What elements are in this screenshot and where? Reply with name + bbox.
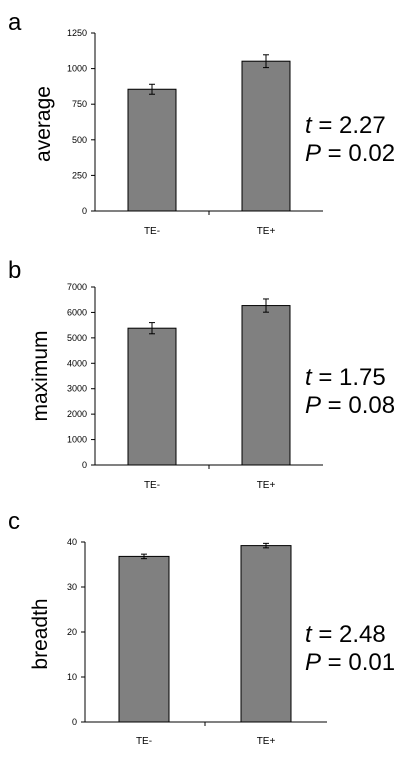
y-tick-label: 0 <box>72 717 77 727</box>
y-tick-label: 750 <box>72 99 87 109</box>
stat-t: t = 2.27 <box>305 112 386 139</box>
stat-t: t = 2.48 <box>305 621 386 648</box>
stat-t-value: = 2.48 <box>312 621 386 648</box>
category-label-te-plus: TE+ <box>257 480 276 491</box>
y-tick-label: 7000 <box>67 282 87 292</box>
bars <box>118 542 292 723</box>
y-tick-label: 6000 <box>67 307 87 317</box>
panel-c: c breadth 0 10 20 30 40 TE- TE+ t = 2.48 P =… <box>8 508 395 747</box>
panel-b: b maximum 01000200030004000500060007000 … <box>8 257 395 491</box>
stat-t-symbol: t <box>305 112 313 139</box>
stat-t: t = 1.75 <box>305 364 386 391</box>
stat-t-value: = 2.27 <box>312 112 386 139</box>
y-ticks: 0 1000 2000 3000 4000 5000 6000 7000 <box>67 282 95 470</box>
y-tick-label: 1000 <box>67 64 87 74</box>
bar-te-minus <box>118 555 170 723</box>
panel-label: c <box>8 508 20 535</box>
panel-label: b <box>8 257 21 284</box>
bars <box>127 298 291 466</box>
y-tick-label: 4000 <box>67 358 87 368</box>
y-ticks: 0 250 500 750 1000 1250 <box>67 28 95 216</box>
y-tick-label: 250 <box>72 170 87 180</box>
category-label-te-minus: TE- <box>136 736 152 747</box>
bar-te-minus <box>127 88 177 212</box>
category-label-te-plus: TE+ <box>257 736 276 747</box>
stat-p-value: = 0.02 <box>321 140 395 167</box>
y-tick-label: 20 <box>67 627 77 637</box>
bars <box>127 54 291 212</box>
y-axis-label: maximum <box>29 330 52 421</box>
y-axis-label: average <box>32 86 55 162</box>
y-tick-label: 30 <box>67 582 77 592</box>
bar-te-plus <box>241 60 291 212</box>
y-tick-label: 0 <box>82 460 87 470</box>
y-axis-label: breadth <box>29 598 52 669</box>
y-tick-label: 1250 <box>67 28 87 38</box>
panel-label: a <box>8 9 22 36</box>
category-label-te-minus: TE- <box>144 480 160 491</box>
y-tick-label: 5000 <box>67 333 87 343</box>
stat-p: P = 0.02 <box>305 140 395 167</box>
y-ticks: 0 10 20 30 40 <box>67 537 85 727</box>
stat-p-symbol: P <box>305 140 321 167</box>
stat-p-symbol: P <box>305 392 321 419</box>
bar-te-plus <box>240 545 292 723</box>
stat-p: P = 0.08 <box>305 392 395 419</box>
bar-te-minus <box>127 327 177 466</box>
y-tick-label: 10 <box>67 672 77 682</box>
bar-te-plus <box>241 305 291 466</box>
stat-t-symbol: t <box>305 364 313 391</box>
category-label-te-minus: TE- <box>144 226 160 237</box>
stat-t-value: = 1.75 <box>312 364 386 391</box>
y-tick-label: 0 <box>82 206 87 216</box>
y-tick-label: 40 <box>67 537 77 547</box>
stat-p-value: = 0.08 <box>321 392 395 419</box>
stat-t-symbol: t <box>305 621 313 648</box>
stat-p: P = 0.01 <box>305 649 395 676</box>
panel-a: a average 0 250 500 750 1000 1250 TE- TE+ t =… <box>8 9 395 237</box>
y-tick-label: 1000 <box>67 435 87 445</box>
y-tick-label: 2000 <box>67 409 87 419</box>
stat-p-symbol: P <box>305 649 321 676</box>
y-tick-label: 3000 <box>67 384 87 394</box>
category-label-te-plus: TE+ <box>257 226 276 237</box>
stat-p-value: = 0.01 <box>321 649 395 676</box>
y-tick-label: 500 <box>72 135 87 145</box>
